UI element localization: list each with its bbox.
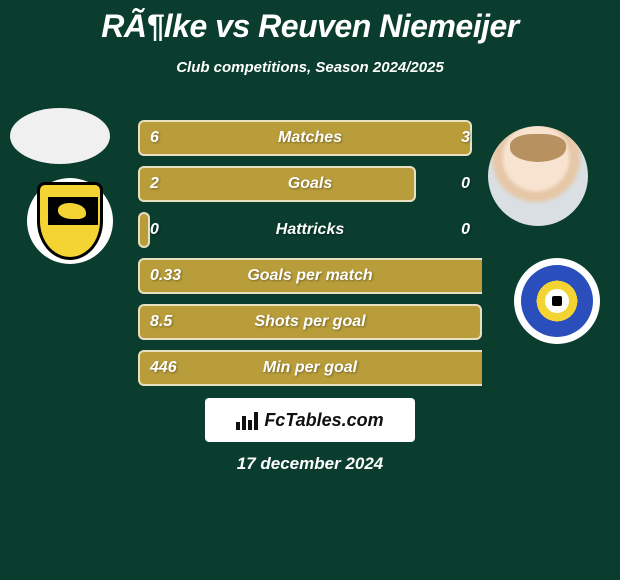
stat-bar-right (474, 304, 482, 340)
stat-bar-right (406, 166, 416, 202)
stat-value-left: 2 (150, 166, 159, 202)
stat-label: Hattricks (276, 212, 344, 248)
stat-row: 6 3 Matches (0, 120, 620, 156)
stat-row: 8.5 Shots per goal (0, 304, 620, 340)
page-title: RÃ¶lke vs Reuven Niemeijer (0, 0, 620, 45)
stat-value-left: 8.5 (150, 304, 172, 340)
stat-label: Shots per goal (254, 304, 365, 340)
stat-bar-left (138, 166, 406, 202)
fctables-label: FcTables.com (264, 410, 383, 431)
stat-row: 446 Min per goal (0, 350, 620, 386)
stat-value-left: 6 (150, 120, 159, 156)
stat-value-right: 3 (461, 120, 470, 156)
stat-value-right: 0 (461, 166, 470, 202)
stat-label: Min per goal (263, 350, 357, 386)
date-line: 17 december 2024 (0, 454, 620, 474)
bar-chart-icon (236, 410, 258, 430)
stat-value-left: 0.33 (150, 258, 181, 294)
stat-label: Goals per match (247, 258, 372, 294)
stat-bar-right (360, 120, 472, 156)
stat-row: 0 0 Hattricks (0, 212, 620, 248)
stat-row: 2 0 Goals (0, 166, 620, 202)
stat-value-left: 446 (150, 350, 177, 386)
stat-row: 0.33 Goals per match (0, 258, 620, 294)
stat-label: Goals (288, 166, 332, 202)
subtitle: Club competitions, Season 2024/2025 (0, 59, 620, 76)
stat-label: Matches (278, 120, 342, 156)
stats-comparison: 6 3 Matches 2 0 Goals 0 0 Hattricks 0.33 Goals per… (0, 120, 620, 396)
fctables-badge: FcTables.com (205, 398, 415, 442)
stat-value-right: 0 (461, 212, 470, 248)
stat-value-left: 0 (150, 212, 159, 248)
